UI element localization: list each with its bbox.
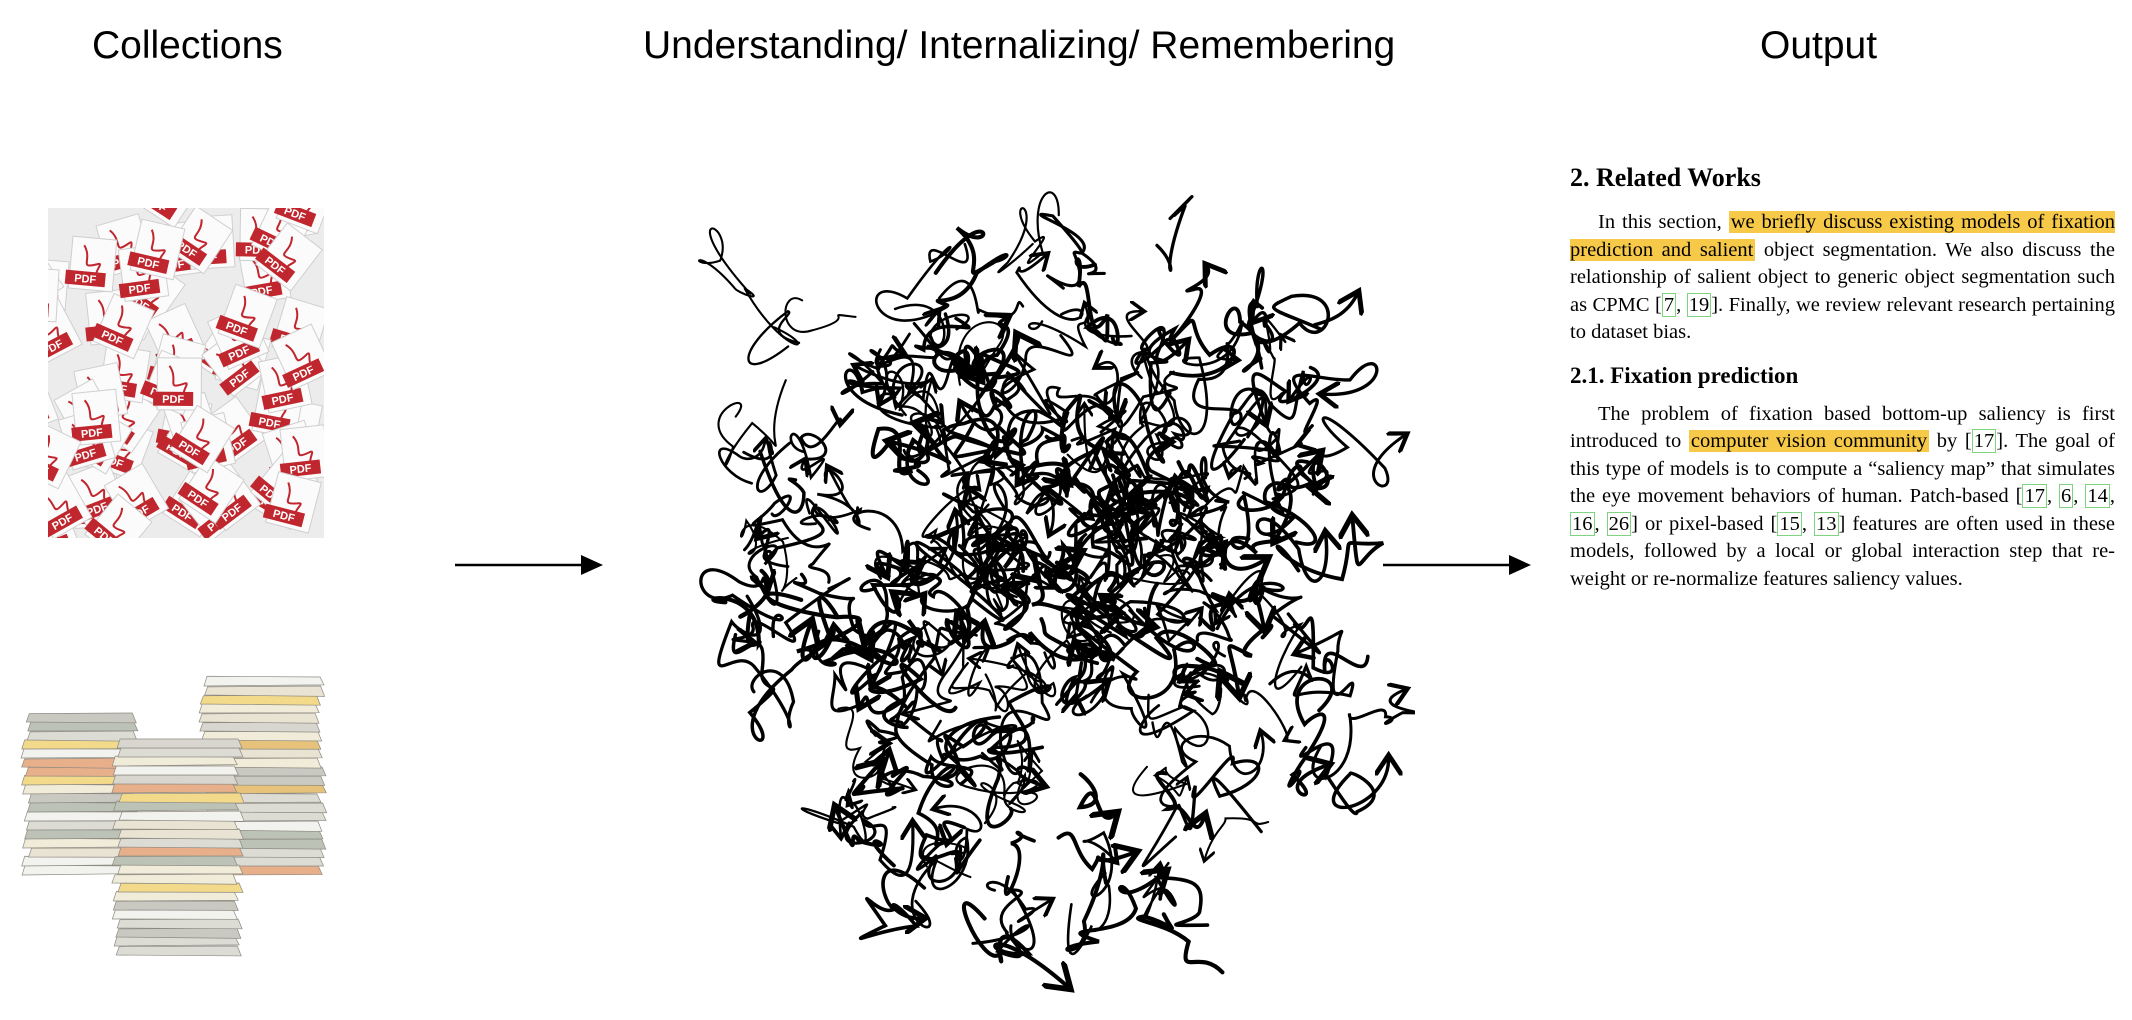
pdf-label: PDF [257,416,281,432]
pdf-file-icon: PDF [215,283,278,349]
citation[interactable]: 17 [1971,429,1997,453]
pdf-label: PDF [48,457,50,478]
paper-excerpt: 2. Related Works In this section, we bri… [1570,163,2115,663]
pdf-file-icon: PDF [48,369,60,436]
pdf-file-icon: PDF [254,222,323,292]
pdf-file-icon: PDF [64,235,118,293]
citation[interactable]: 13 [1814,511,1839,536]
section-title: 2. Related Works [1570,163,1761,192]
citation[interactable]: 26 [1606,511,1632,536]
pdf-file-icon: PDF [71,388,122,446]
pdf-file-icon: PDF [136,208,204,229]
pdf-file-icon: PDF [270,323,324,391]
collections-header: Collections [92,24,283,67]
pdf-collection-image: PDFPDFPDFPDFPDFPDFPDFPDFPDFPDFPDFPDFPDFP… [48,208,324,538]
pdf-label: PDF [128,282,152,297]
citation[interactable]: 17 [2022,484,2047,508]
highlight: computer vision community [1688,430,1930,452]
tangled-arrows-illustration [698,191,1415,1000]
citation[interactable]: 14 [2085,484,2110,508]
pdf-file-icon: PDF [48,422,82,490]
pdf-label: PDF [289,462,312,476]
understanding-header: Understanding/ Internalizing/ Rememberin… [643,24,1396,67]
citation[interactable]: 19 [1686,292,1712,317]
pdf-file-icon: PDF [48,471,93,538]
pdf-label: PDF [74,272,97,286]
subsection-title: 2.1. Fixation prediction [1570,362,1799,388]
pdf-label: PDF [272,508,297,525]
pdf-file-icon: PDF [177,455,245,525]
pdf-file-icon: PDF [153,357,203,411]
paper-stacks-image [20,675,328,957]
pdf-label: PDF [136,255,160,272]
pdf-file-icon: PDF [168,404,236,474]
output-header: Output [1760,24,1878,67]
pdf-file-icon: PDF [262,471,322,534]
pdf-file-icon: PDF [257,352,313,414]
pdf-label: PDF [162,394,184,406]
pdf-file-icon: PDF [48,242,65,312]
citation[interactable]: 16 [1570,511,1595,536]
pdf-file-icon: PDF [127,218,186,281]
pdf-file-icon: PDF [273,208,324,235]
flow-arrow-icon [1383,555,1531,575]
pdf-label: PDF [80,427,103,441]
pdf-file-icon: PDF [279,424,324,482]
pdf-file-icon: PDF [91,292,156,360]
citation[interactable]: 6 [2059,484,2074,508]
paragraph-fixation-prediction: The problem of fixation based bottom-up … [1570,402,2116,590]
paragraph-related-works: In this section, we briefly discuss exis… [1570,211,2116,343]
citation[interactable]: 15 [1777,511,1802,536]
pdf-file-icon: PDF [48,266,60,323]
pdf-label: PDF [271,392,295,408]
citation[interactable]: 7 [1661,292,1677,317]
pdf-file-icon: PDF [84,493,153,538]
flow-arrow-icon [455,555,603,575]
pdf-file-icon: PDF [48,297,83,366]
